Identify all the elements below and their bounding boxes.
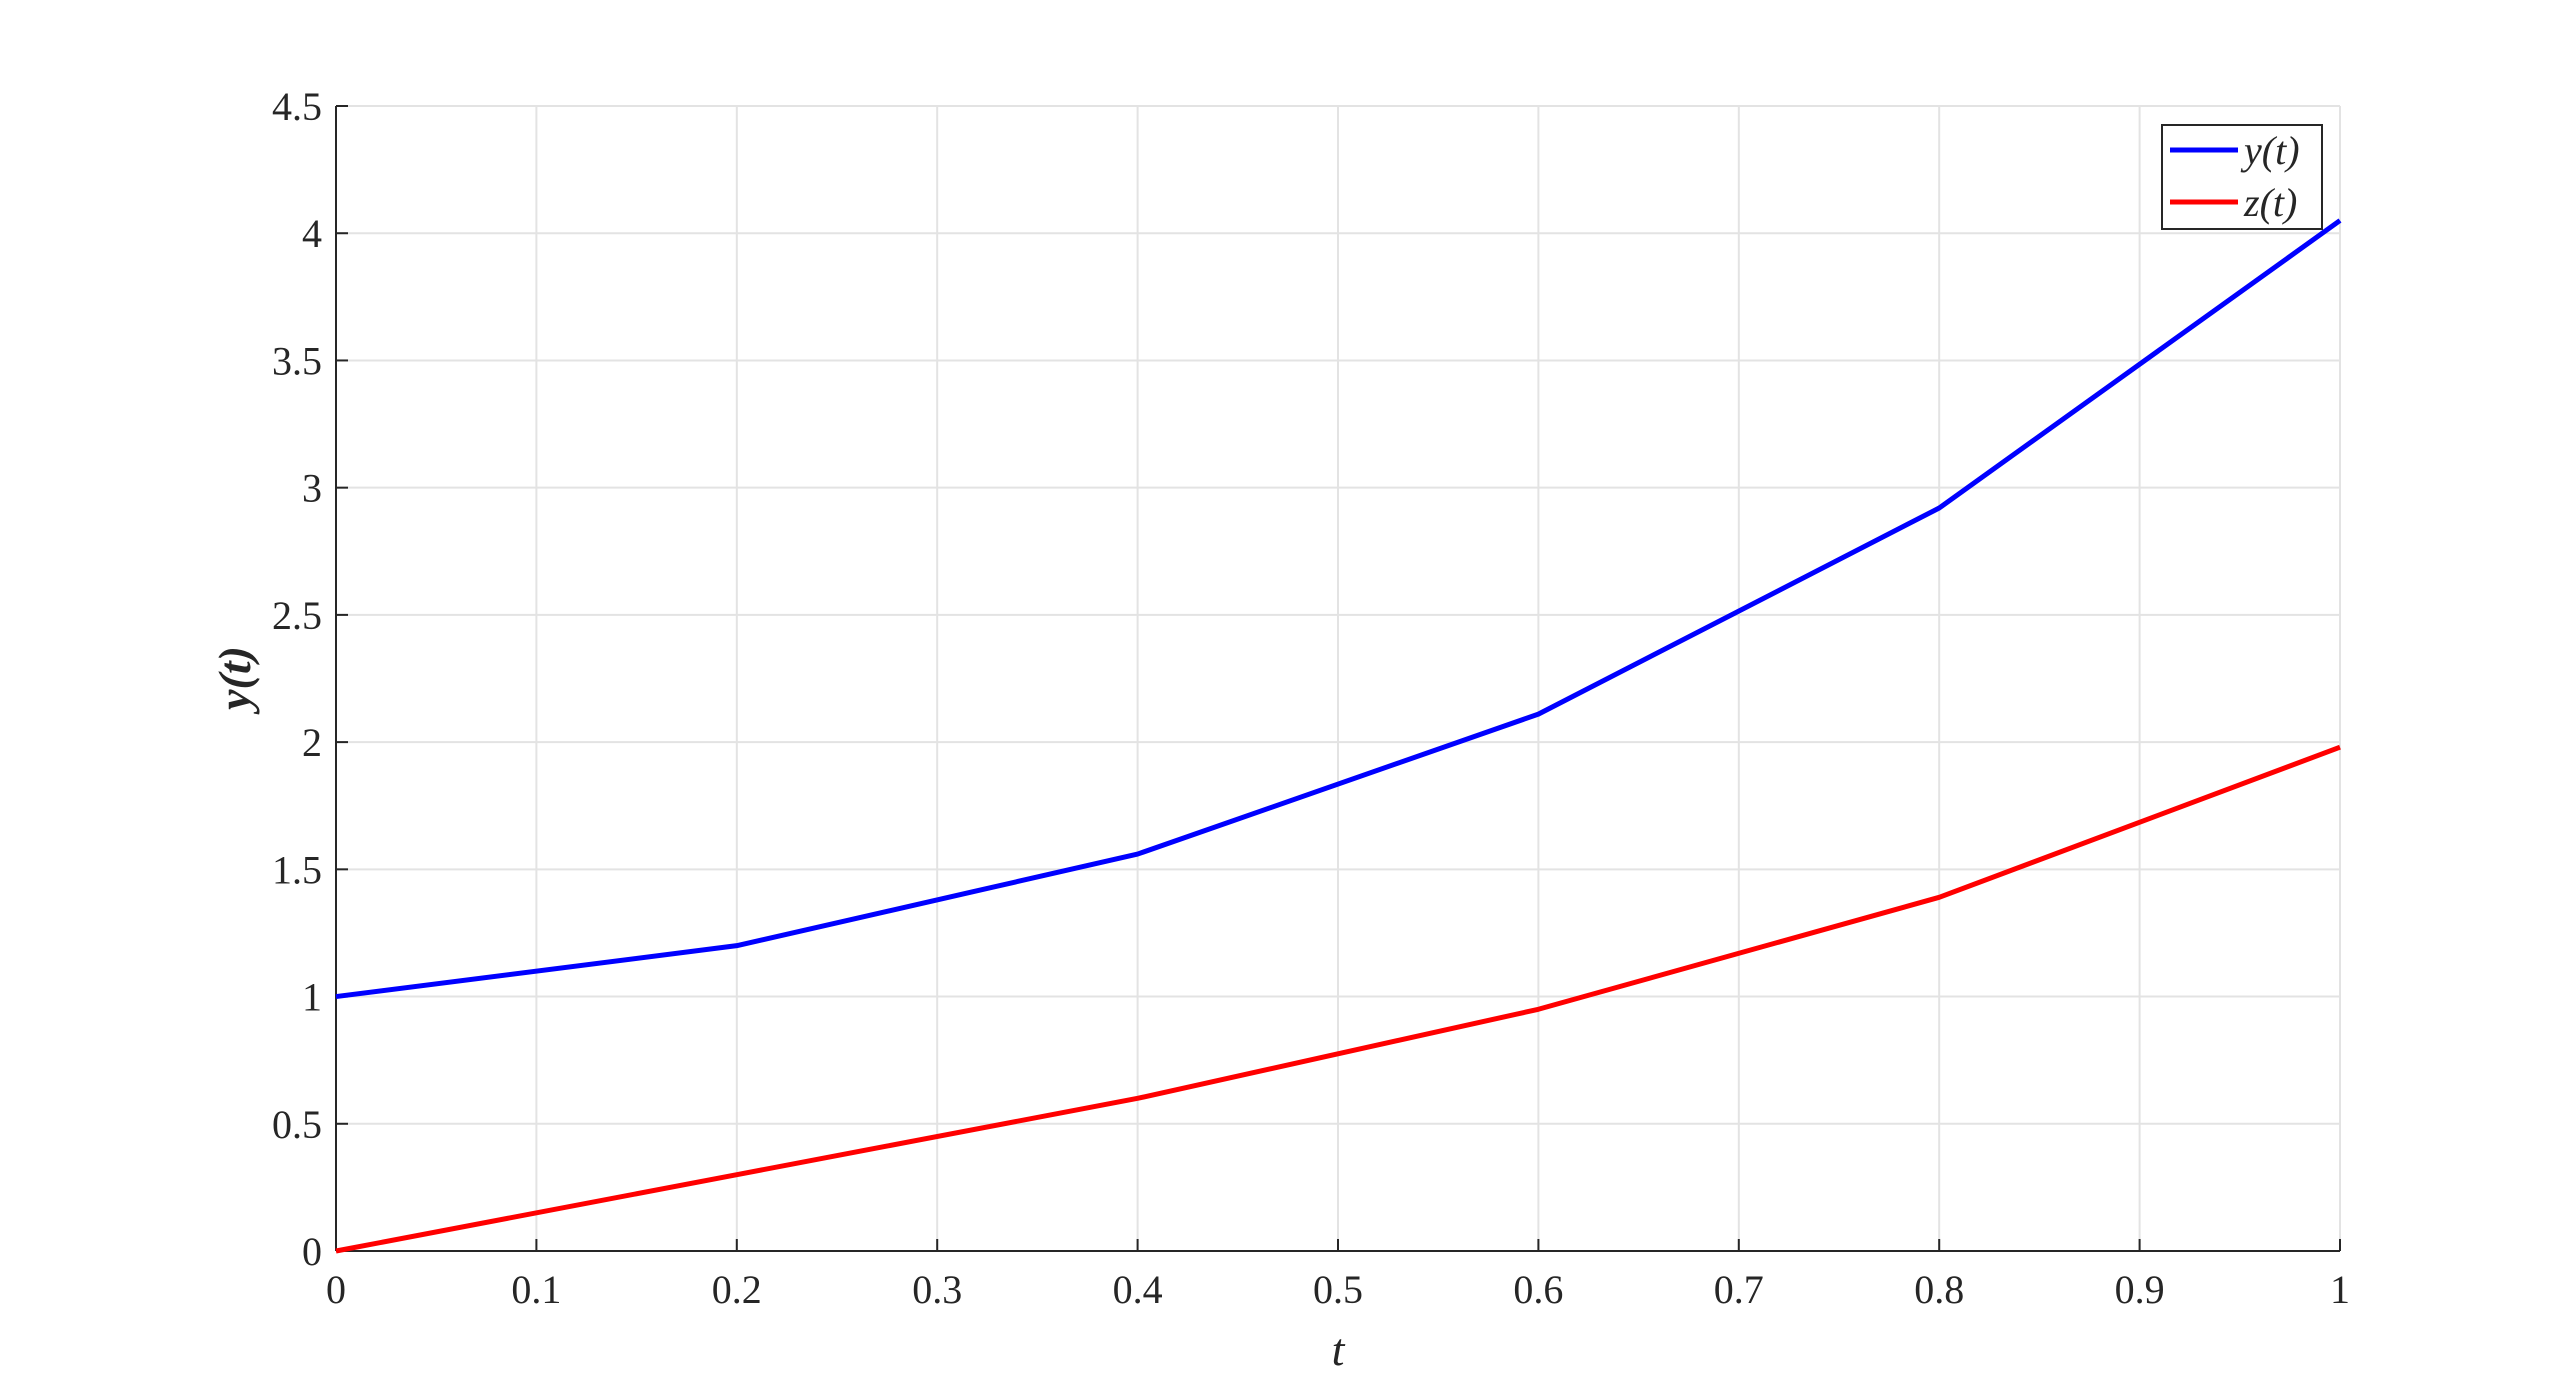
x-tick-label: 0.9 xyxy=(2115,1267,2165,1312)
grid xyxy=(335,105,2341,1252)
series-line-z xyxy=(335,744,2341,1254)
legend-label: z(t) xyxy=(2243,180,2297,225)
y-tick-label: 3.5 xyxy=(272,338,322,383)
x-tick-label: 1 xyxy=(2330,1267,2350,1312)
y-tick-label: 4.5 xyxy=(272,84,322,129)
y-tick-label: 1.5 xyxy=(272,847,322,892)
x-tick-label: 0.6 xyxy=(1513,1267,1563,1312)
legend-label: y(t) xyxy=(2240,128,2300,173)
y-tick-label: 4 xyxy=(302,211,322,256)
y-tick-label: 2 xyxy=(302,720,322,765)
x-tick-label: 0.7 xyxy=(1714,1267,1764,1312)
y-tick-label: 0.5 xyxy=(272,1102,322,1147)
y-tick-label: 2.5 xyxy=(272,593,322,638)
x-tick-label: 0.8 xyxy=(1914,1267,1964,1312)
series-lines xyxy=(335,218,2342,1254)
legend: y(t) z(t) xyxy=(2161,124,2323,230)
x-axis-label: t xyxy=(1332,1324,1346,1375)
x-tick-label: 0.2 xyxy=(712,1267,762,1312)
x-tick-label: 0.3 xyxy=(912,1267,962,1312)
x-tick-label: 0.4 xyxy=(1113,1267,1163,1312)
y-tick-label: 0 xyxy=(302,1229,322,1274)
axes: 0 0.1 0.2 0.3 0.4 0.5 0.6 0.7 0.8 0.9 1 0 0.5 1 1.5 2 2.… xyxy=(272,84,2350,1312)
x-tick-label: 0.1 xyxy=(511,1267,561,1312)
legend-box xyxy=(2161,124,2323,230)
series-line-y xyxy=(335,218,2342,1000)
x-tick-label: 0.5 xyxy=(1313,1267,1363,1312)
y-axis-label: y(t) xyxy=(209,646,260,715)
y-tick-label: 1 xyxy=(302,975,322,1020)
x-tick-label: 0 xyxy=(326,1267,346,1312)
y-tick-label: 3 xyxy=(302,466,322,511)
